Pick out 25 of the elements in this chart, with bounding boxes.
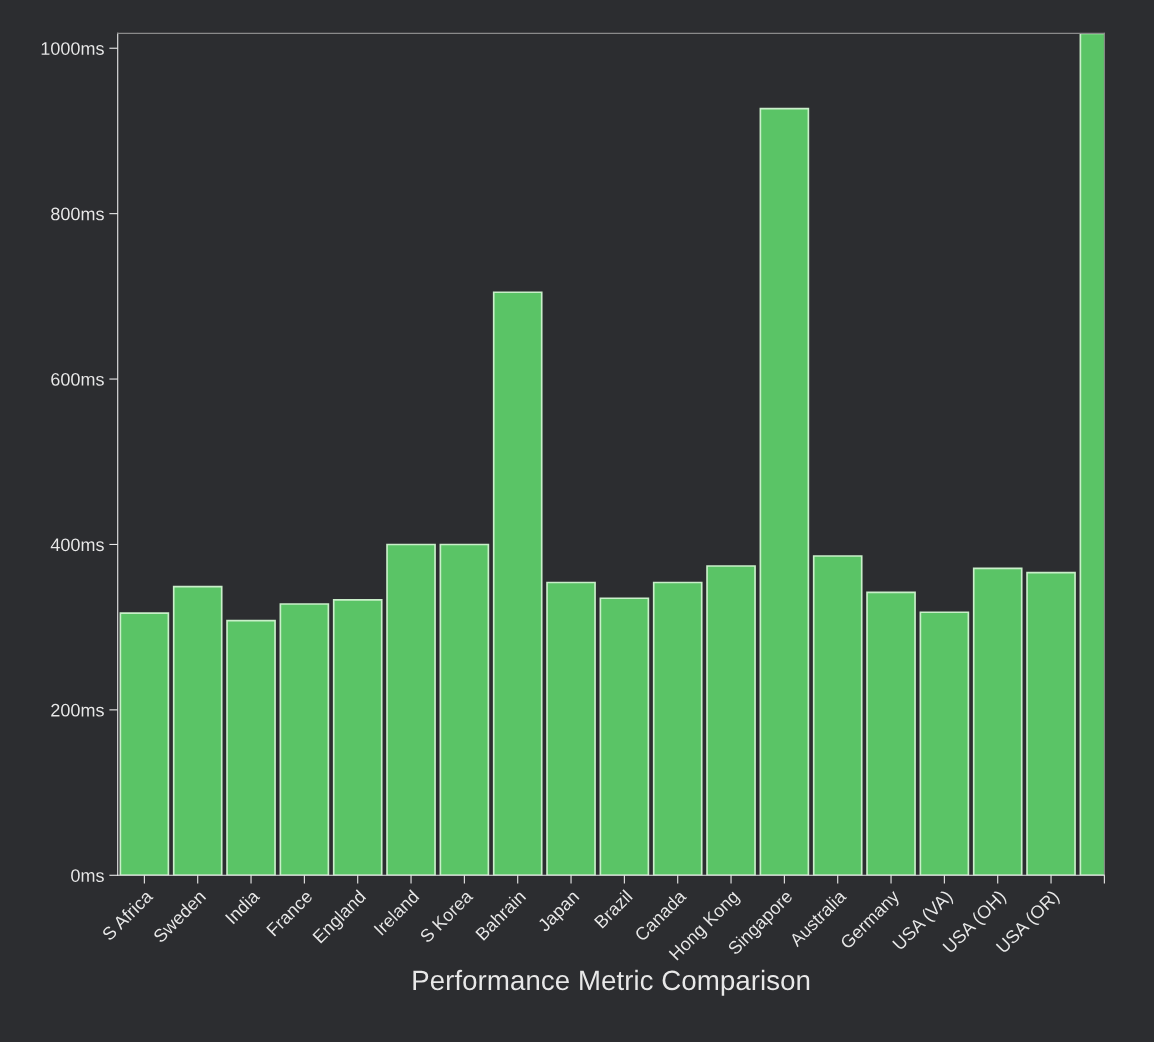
bar [172,585,223,876]
bar [706,565,756,876]
bar [226,619,276,876]
bar [546,581,596,876]
bar [332,599,383,876]
bar [652,581,703,876]
bar [1026,571,1076,876]
bar [866,591,916,876]
y-tick-label: 400ms [50,538,104,552]
bar [279,603,330,876]
y-tick-label: 600ms [51,372,104,386]
y-tick-label: 800ms [51,207,104,221]
bar [439,543,490,876]
bar [812,555,863,876]
y-tick-label: 200ms [51,703,104,717]
bar [599,597,650,876]
bar [492,291,543,876]
bar [972,567,1023,876]
bar [919,611,970,876]
y-tick-label: 1000ms [41,42,104,55]
bar [759,107,810,876]
bar [386,543,436,876]
x-axis-title: Performance Metric Comparison [413,969,810,996]
y-tick-label: 0ms [71,869,104,882]
bar [119,612,170,876]
